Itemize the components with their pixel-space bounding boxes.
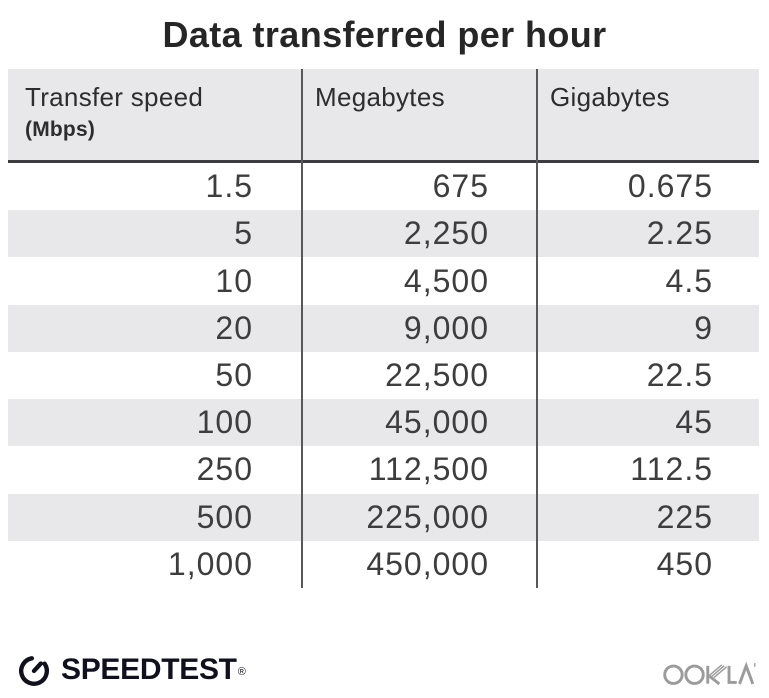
header-transfer-speed: Transfer speed (Mbps) (8, 69, 302, 160)
table-header-row: Transfer speed (Mbps) Megabytes Gigabyte… (8, 69, 759, 160)
footer: SPEEDTEST® (0, 648, 769, 694)
cell-speed: 1,000 (167, 545, 253, 582)
cell-speed: 5 (234, 215, 253, 252)
cell-speed: 10 (215, 262, 253, 299)
cell-megabytes: 22,500 (385, 356, 489, 393)
speedtest-gauge-icon (15, 650, 53, 690)
header-transfer-speed-label: Transfer speed (25, 82, 204, 112)
cell-speed: 1.5 (205, 168, 253, 205)
header-megabytes-label: Megabytes (315, 82, 445, 112)
cell-speed: 50 (215, 356, 253, 393)
table-row: 100 45,000 45 (8, 399, 759, 447)
ookla-wordmark-icon (663, 656, 757, 691)
cell-gigabytes: 450 (656, 545, 713, 582)
cell-megabytes: 45,000 (385, 404, 489, 441)
page-title: Data transferred per hour (162, 14, 607, 55)
registered-trademark-symbol: ® (237, 666, 246, 678)
cell-megabytes: 675 (432, 168, 489, 205)
table-row: 250 112,500 112.5 (8, 446, 759, 493)
header-gigabytes: Gigabytes (537, 69, 759, 160)
cell-megabytes: 9,000 (403, 309, 489, 346)
cell-gigabytes: 0.675 (627, 168, 713, 205)
cell-gigabytes: 112.5 (630, 451, 713, 488)
cell-megabytes: 112,500 (368, 451, 489, 488)
cell-gigabytes: 9 (694, 309, 713, 346)
cell-speed: 100 (196, 404, 253, 441)
cell-speed: 500 (196, 498, 253, 535)
header-mbps-unit-label: (Mbps) (25, 118, 96, 141)
speedtest-logo: SPEEDTEST® (15, 650, 246, 690)
cell-megabytes: 4,500 (403, 262, 489, 299)
cell-speed: 250 (196, 451, 253, 488)
header-divider-rule (8, 160, 759, 163)
speedtest-wordmark: SPEEDTEST® (61, 651, 246, 689)
cell-gigabytes: 4.5 (665, 262, 713, 299)
cell-megabytes: 225,000 (366, 498, 489, 535)
cell-gigabytes: 45 (675, 404, 713, 441)
table-row: 20 9,000 9 (8, 304, 759, 352)
cell-megabytes: 450,000 (366, 545, 489, 582)
table-row: 1.5 675 0.675 (8, 163, 759, 210)
cell-megabytes: 2,250 (403, 215, 489, 252)
header-gigabytes-label: Gigabytes (550, 82, 670, 112)
cell-gigabytes: 22.5 (646, 356, 713, 393)
table-row: 5 2,250 2.25 (8, 210, 759, 258)
table-row: 500 225,000 225 (8, 493, 759, 541)
column-divider-1 (301, 69, 303, 588)
cell-speed: 20 (215, 309, 253, 346)
table-body: 1.5 675 0.675 5 2,250 2.25 10 4,500 4.5 … (8, 163, 759, 588)
cell-gigabytes: 225 (656, 498, 713, 535)
speedtest-wordmark-text: SPEEDTEST (61, 653, 237, 686)
cell-gigabytes: 2.25 (646, 215, 713, 252)
header-megabytes: Megabytes (302, 69, 537, 160)
table-row: 10 4,500 4.5 (8, 257, 759, 304)
table-row: 1,000 450,000 450 (8, 541, 759, 588)
column-divider-2 (536, 69, 538, 588)
data-table: Transfer speed (Mbps) Megabytes Gigabyte… (8, 69, 759, 588)
table-row: 50 22,500 22.5 (8, 352, 759, 399)
